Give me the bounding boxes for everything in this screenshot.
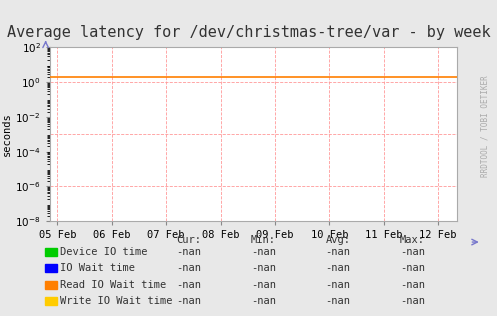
Text: -nan: -nan bbox=[251, 296, 276, 306]
Text: -nan: -nan bbox=[176, 296, 201, 306]
Text: Avg:: Avg: bbox=[326, 235, 350, 246]
Text: -nan: -nan bbox=[176, 280, 201, 290]
Text: -nan: -nan bbox=[326, 247, 350, 257]
Text: -nan: -nan bbox=[326, 263, 350, 273]
Text: -nan: -nan bbox=[176, 247, 201, 257]
Text: Cur:: Cur: bbox=[176, 235, 201, 246]
Text: Min:: Min: bbox=[251, 235, 276, 246]
Text: Device IO time: Device IO time bbox=[60, 247, 147, 257]
Y-axis label: seconds: seconds bbox=[2, 112, 12, 156]
Text: -nan: -nan bbox=[251, 247, 276, 257]
Text: -nan: -nan bbox=[251, 263, 276, 273]
Text: -nan: -nan bbox=[400, 263, 425, 273]
Text: -nan: -nan bbox=[400, 280, 425, 290]
Text: -nan: -nan bbox=[176, 263, 201, 273]
Text: -nan: -nan bbox=[400, 247, 425, 257]
Text: Read IO Wait time: Read IO Wait time bbox=[60, 280, 166, 290]
Text: RRDTOOL / TOBI OETIKER: RRDTOOL / TOBI OETIKER bbox=[481, 76, 490, 177]
Text: Average latency for /dev/christmas-tree/var - by week: Average latency for /dev/christmas-tree/… bbox=[6, 25, 491, 40]
Text: IO Wait time: IO Wait time bbox=[60, 263, 135, 273]
Text: -nan: -nan bbox=[326, 280, 350, 290]
Text: Write IO Wait time: Write IO Wait time bbox=[60, 296, 172, 306]
Text: -nan: -nan bbox=[400, 296, 425, 306]
Text: -nan: -nan bbox=[251, 280, 276, 290]
Text: -nan: -nan bbox=[326, 296, 350, 306]
Text: Max:: Max: bbox=[400, 235, 425, 246]
